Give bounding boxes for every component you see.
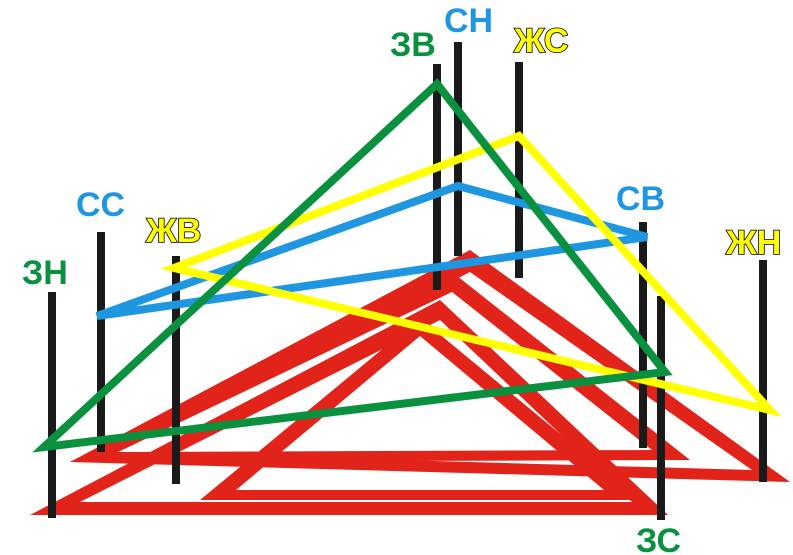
red-triangle-middle [70,272,690,462]
label-ss: СС [76,186,125,224]
label-zhs: ЖС [513,22,568,60]
red-base-triangles [30,250,790,515]
label-sv: СВ [616,180,665,218]
label-zv: ЗВ [390,26,436,64]
label-zn: ЗН [22,254,68,292]
label-zs: ЗС [636,522,681,555]
red-triangle-front [30,300,668,515]
label-zhv: ЖВ [145,212,201,250]
red-triangle-inner [200,318,640,500]
yellow-triangle [160,131,782,417]
label-sn: СН [444,2,493,40]
black-poles [48,42,767,520]
label-zhn: ЖН [725,224,781,262]
green-triangle [32,78,673,453]
blue-triangle [95,181,649,320]
pole-labels: ЗН СС ЖВ ЗВ СН ЖС СВ ЖН ЗС [22,2,782,555]
